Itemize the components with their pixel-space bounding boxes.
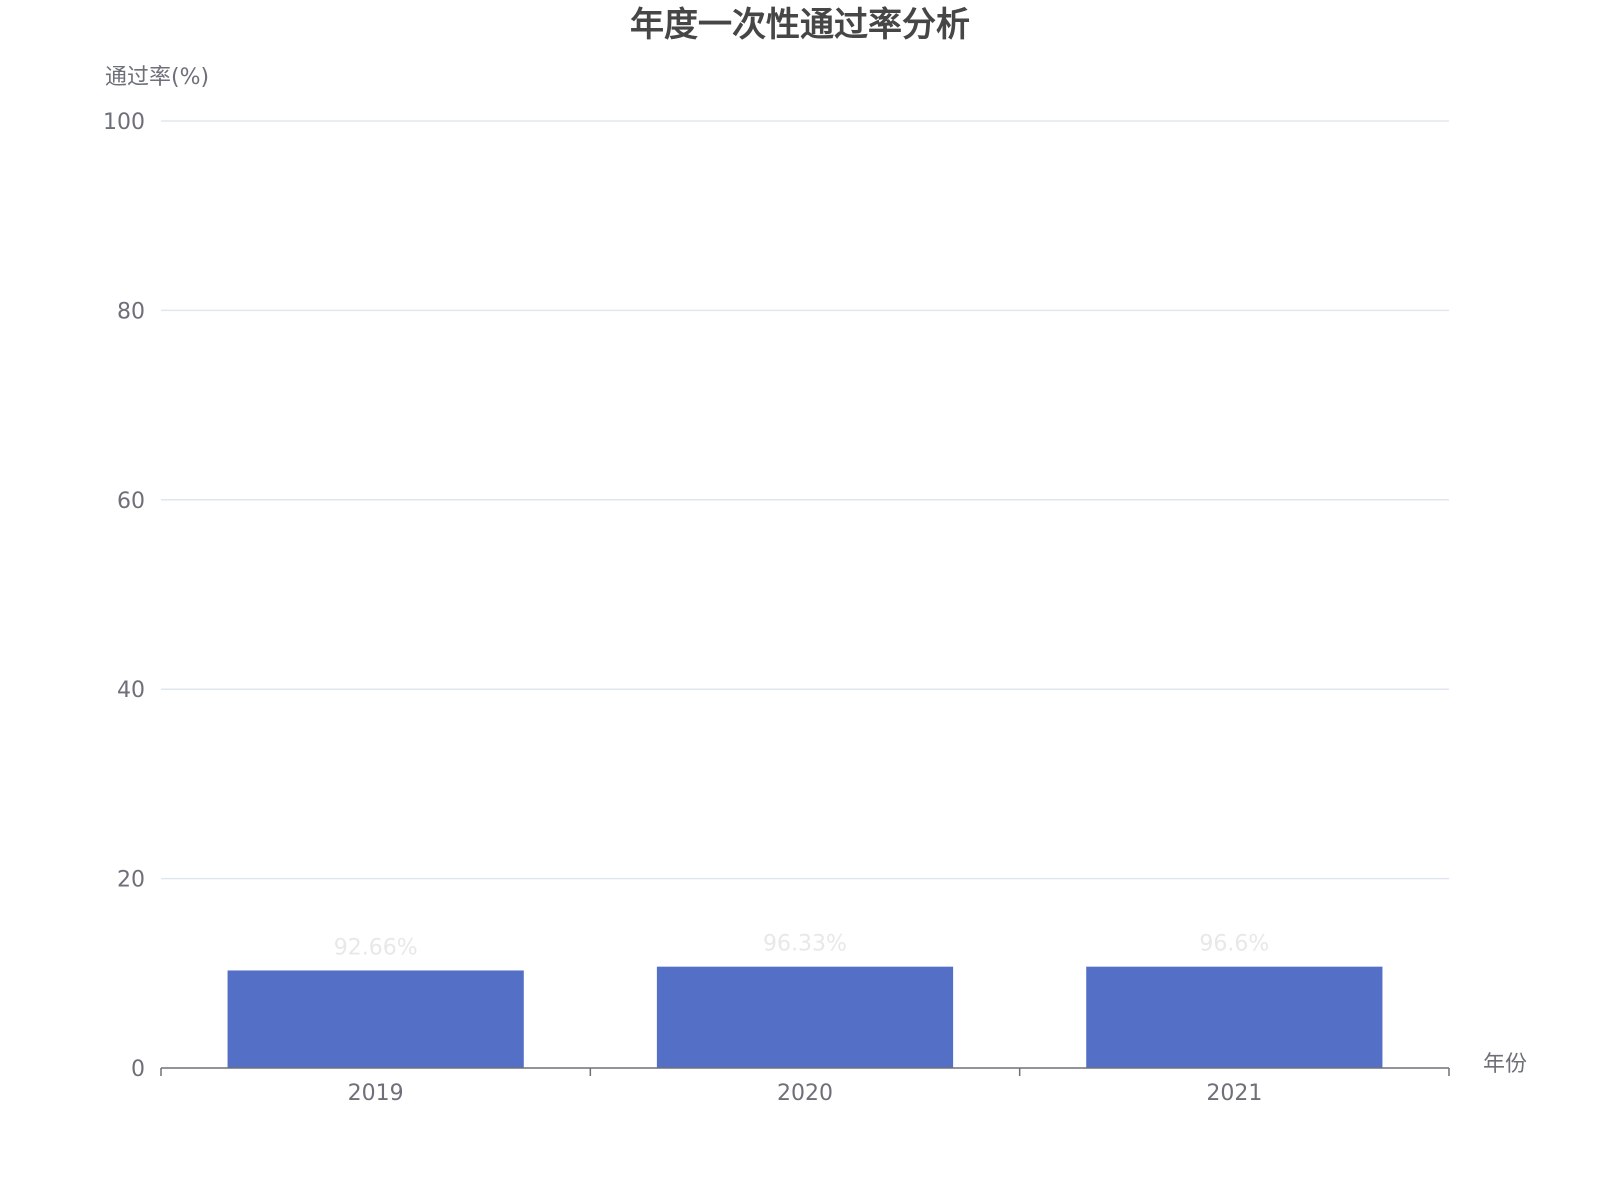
grid-lines	[161, 120, 1449, 880]
y-tick-label-0: 0	[131, 1057, 145, 1082]
x-tick-label-2020: 2020	[777, 1081, 833, 1106]
y-tick-label-100: 100	[103, 110, 145, 135]
bar-2020	[656, 966, 954, 1068]
bars	[227, 966, 1383, 1068]
bar-2019	[227, 970, 524, 1068]
x-tick-label-2019: 2019	[348, 1081, 404, 1106]
data-label-2021: 96.6%	[1199, 932, 1269, 957]
y-tick-label-40: 40	[117, 678, 145, 703]
data-label-2019: 92.66%	[334, 935, 418, 960]
x-axis-label: 年份	[1483, 1052, 1527, 1077]
chart-title: 年度一次性通过率分析	[630, 5, 970, 45]
data-labels: 92.66% 96.33% 96.6%	[334, 932, 1270, 961]
x-axis: 2019 2020 2021	[160, 1067, 1450, 1106]
y-axis-ticks: 0 20 40 60 80 100	[103, 110, 145, 1082]
data-label-2020: 96.33%	[763, 932, 847, 957]
y-axis-label: 通过率(%)	[105, 65, 209, 90]
y-tick-label-80: 80	[117, 299, 145, 324]
bar-2021	[1086, 966, 1383, 1068]
x-tick-label-2021: 2021	[1206, 1081, 1262, 1106]
y-tick-label-60: 60	[117, 489, 145, 514]
y-tick-label-20: 20	[117, 868, 145, 893]
